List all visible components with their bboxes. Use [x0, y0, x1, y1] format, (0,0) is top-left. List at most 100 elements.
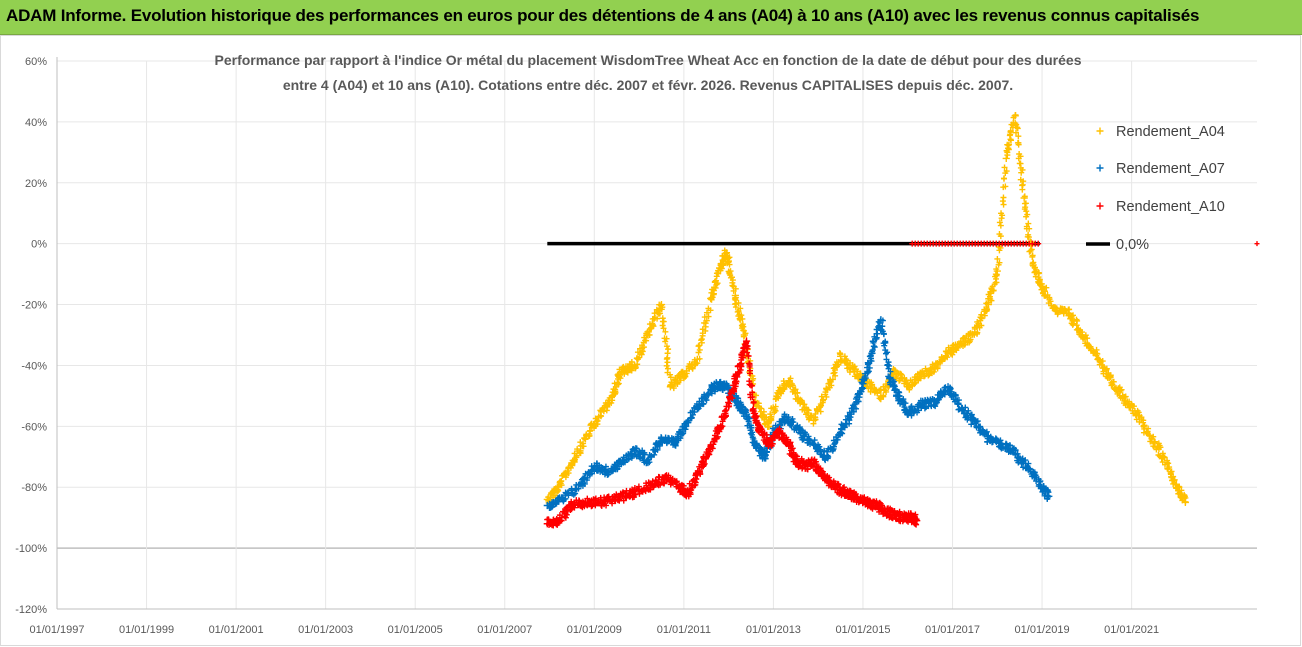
chart-frame: [0, 35, 1301, 646]
data-point-interp: [968, 411, 975, 418]
series-Rendement_A04: [543, 111, 1189, 507]
data-point-interp: [824, 452, 831, 459]
data-point-interp: [1014, 450, 1021, 457]
data-point-interp: [603, 502, 610, 509]
data-point-interp: [1074, 317, 1081, 324]
data-point-interp: [772, 403, 779, 410]
data-point-interp: [615, 380, 622, 387]
data-point-interp: [968, 421, 975, 428]
data-point-interp: [635, 483, 642, 490]
x-tick-label: 01/01/2005: [388, 624, 443, 636]
data-point-interp: [712, 277, 719, 284]
data-point-interp: [839, 430, 846, 437]
data-point-interp: [1023, 213, 1030, 220]
data-point-interp: [1015, 133, 1022, 140]
data-point-interp: [732, 383, 739, 390]
data-point-interp: [586, 431, 593, 438]
data-point-interp: [964, 416, 971, 423]
x-tick-label: 01/01/2015: [835, 624, 890, 636]
data-point-interp: [789, 382, 796, 389]
data-point-interp: [654, 315, 661, 322]
data-point-interp: [632, 491, 639, 498]
data-point-interp: [740, 333, 747, 340]
data-point-interp: [1032, 472, 1039, 479]
data-point-interp: [955, 401, 962, 408]
data-point-interp: [677, 377, 684, 384]
data-point-interp: [677, 435, 684, 442]
data-point-interp: [761, 414, 768, 421]
data-point-interp: [1028, 246, 1035, 253]
data-point-interp: [984, 299, 991, 306]
data-point-interp: [765, 420, 772, 427]
data-point-interp: [696, 355, 703, 362]
data-point-interp: [884, 349, 891, 356]
data-point-interp: [1025, 234, 1032, 241]
data-point-interp: [584, 495, 591, 502]
data-point-interp: [823, 393, 830, 400]
data-point-interp: [1087, 345, 1094, 352]
data-point-interp: [993, 279, 1000, 286]
data-point-interp: [789, 445, 796, 452]
data-point-interp: [978, 322, 985, 329]
data-point-interp: [829, 376, 836, 383]
data-point-interp: [586, 471, 593, 478]
data-point-interp: [1015, 141, 1022, 148]
y-tick-label: -100%: [15, 543, 47, 555]
legend-label: Rendement_A04: [1116, 124, 1225, 140]
data-point-interp: [868, 358, 875, 365]
data-point-interp: [990, 287, 997, 294]
data-point-interp: [812, 458, 819, 465]
data-point-interp: [748, 424, 755, 431]
x-tick-label: 01/01/2021: [1104, 624, 1159, 636]
data-point-interp: [1118, 386, 1125, 393]
data-point-interp: [714, 433, 721, 440]
data-point-interp: [881, 342, 888, 349]
data-point-interp: [745, 353, 752, 360]
legend-label: Rendement_A10: [1116, 199, 1225, 215]
data-point-interp: [1155, 446, 1162, 453]
zero-band-point: [1035, 240, 1042, 247]
legend-label: Rendement_A07: [1116, 161, 1225, 177]
data-point-interp: [1023, 208, 1030, 215]
data-point-interp: [997, 222, 1004, 229]
data-point-interp: [921, 405, 928, 412]
data-point-interp: [880, 330, 887, 337]
data-point-interp: [1161, 454, 1168, 461]
data-point-interp: [750, 405, 757, 412]
data-point-interp: [640, 344, 647, 351]
data-point-interp: [719, 418, 726, 425]
y-tick-label: 0%: [31, 239, 47, 251]
data-point-interp: [683, 423, 690, 430]
chart-axes: 60% 40% 20% 0% -20% -40% -60% -80% -100% -120% 01/…: [15, 56, 1257, 636]
data-point-interp: [1019, 186, 1026, 193]
data-point-interp: [725, 399, 732, 406]
data-point: [722, 249, 731, 257]
data-point-interp: [744, 343, 751, 350]
data-point-interp: [753, 392, 760, 399]
y-tick-label: 40%: [25, 117, 47, 129]
data-point-interp: [696, 468, 703, 475]
data-point-interp: [828, 382, 835, 389]
data-point-interp: [1108, 382, 1115, 389]
data-point-interp: [855, 398, 862, 405]
data-point-interp: [1160, 453, 1167, 460]
data-point-interp: [655, 310, 662, 317]
data-point: [554, 483, 563, 491]
data-point-interp: [976, 423, 983, 430]
data-point-interp: [638, 351, 645, 358]
data-point-interp: [662, 328, 669, 335]
data-point-interp: [892, 387, 899, 394]
data-point-interp: [1037, 478, 1044, 485]
data-point-interp: [1015, 155, 1022, 162]
data-point-interp: [792, 386, 799, 393]
data-point-interp: [1046, 296, 1053, 303]
data-point-interp: [662, 338, 669, 345]
data-point-interp: [621, 459, 628, 466]
data-point-interp: [748, 431, 755, 438]
data-point-interp: [651, 451, 658, 458]
data-point-interp: [897, 370, 904, 377]
data-point-interp: [643, 337, 650, 344]
data-point-interp: [663, 343, 670, 350]
data-point-interp: [701, 460, 708, 467]
data-point-interp: [1177, 490, 1184, 497]
